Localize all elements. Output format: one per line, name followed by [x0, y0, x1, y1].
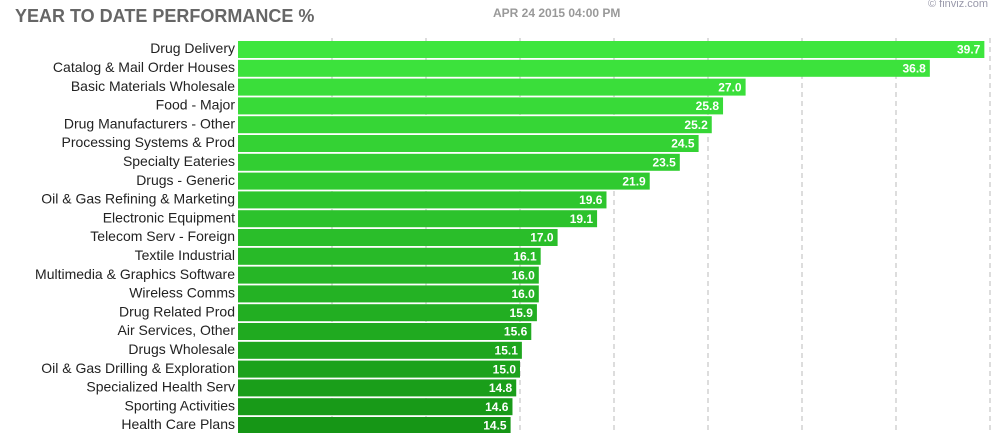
value-label: 16.1	[513, 249, 537, 263]
category-label: Processing Systems & Prod	[61, 134, 235, 150]
credit: © finviz.com	[928, 0, 988, 10]
value-label: 25.2	[684, 118, 708, 132]
value-label: 14.6	[485, 400, 509, 414]
value-label: 17.0	[530, 231, 554, 245]
value-label: 39.7	[957, 43, 981, 57]
bar	[238, 379, 517, 397]
value-label: 15.1	[495, 343, 519, 357]
bar	[238, 172, 650, 190]
bar	[238, 266, 539, 284]
value-label: 27.0	[718, 80, 742, 94]
bar	[238, 59, 930, 77]
category-label: Drug Manufacturers - Other	[64, 115, 236, 131]
category-label: Textile Industrial	[135, 247, 235, 263]
bar	[238, 210, 598, 228]
category-label: Drugs Wholesale	[128, 341, 235, 357]
value-label: 21.9	[622, 174, 646, 188]
category-label: Oil & Gas Drilling & Exploration	[41, 360, 235, 376]
value-label: 16.0	[511, 268, 535, 282]
value-label: 15.6	[504, 325, 528, 339]
bar	[238, 323, 532, 340]
category-label: Telecom Serv - Foreign	[90, 228, 235, 244]
category-label: Oil & Gas Refining & Marketing	[41, 191, 235, 207]
bar	[238, 398, 513, 416]
category-label: Drug Related Prod	[119, 303, 235, 319]
bar	[238, 304, 537, 322]
category-label: Food - Major	[156, 97, 236, 113]
value-label: 25.8	[696, 99, 720, 113]
bar	[238, 247, 541, 265]
value-label: 36.8	[902, 61, 926, 75]
category-label: Sporting Activities	[125, 397, 236, 413]
value-label: 19.1	[570, 212, 594, 226]
bar	[238, 116, 712, 134]
bar	[238, 153, 680, 171]
category-label: Specialty Eateries	[123, 153, 235, 169]
category-label: Specialized Health Serv	[86, 379, 235, 395]
bar	[238, 229, 558, 246]
category-label: Air Services, Other	[118, 322, 236, 338]
value-label: 23.5	[652, 155, 676, 169]
value-label: 14.8	[489, 381, 513, 395]
category-label: Catalog & Mail Order Houses	[53, 59, 235, 75]
chart-subtitle: APR 24 2015 04:00 PM	[493, 6, 620, 20]
bar	[238, 135, 699, 152]
category-label: Drugs - Generic	[136, 172, 235, 188]
category-label: Drug Delivery	[150, 40, 235, 56]
bar	[238, 285, 539, 303]
value-label: 15.0	[493, 362, 517, 376]
value-label: 19.6	[579, 193, 603, 207]
bar	[238, 360, 520, 378]
bar	[238, 78, 746, 96]
category-label: Wireless Comms	[129, 285, 235, 301]
bar	[238, 417, 511, 433]
bar	[238, 341, 522, 359]
category-label: Multimedia & Graphics Software	[35, 266, 235, 282]
value-label: 16.0	[511, 287, 535, 301]
value-label: 15.9	[510, 306, 534, 320]
value-label: 24.5	[671, 137, 695, 151]
bar	[238, 41, 985, 58]
bar	[238, 191, 607, 209]
category-label: Health Care Plans	[121, 416, 235, 432]
bar	[238, 97, 724, 115]
category-label: Basic Materials Wholesale	[71, 78, 235, 94]
category-label: Electronic Equipment	[103, 209, 235, 225]
chart-title: YEAR TO DATE PERFORMANCE %	[15, 6, 314, 26]
value-label: 14.5	[483, 419, 507, 433]
